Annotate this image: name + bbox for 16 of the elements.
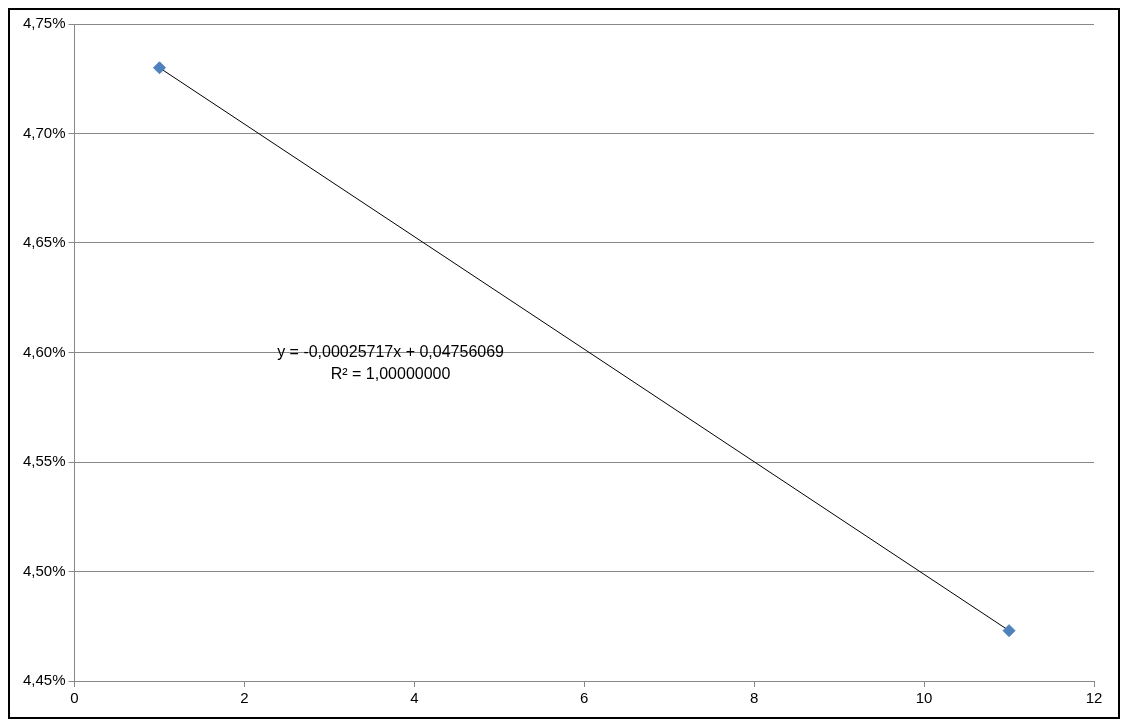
y-tick-label: 4,55%: [22, 452, 66, 470]
y-tick-label: 4,70%: [22, 123, 66, 141]
x-tick-label: 12: [1085, 689, 1103, 707]
y-tick-label: 4,75%: [22, 14, 66, 32]
x-tick-label: 4: [410, 689, 419, 707]
x-tick-label: 2: [240, 689, 249, 707]
annotation: R² = 1,00000000: [330, 364, 451, 382]
x-tick-label: 6: [580, 689, 589, 707]
x-tick-label: 8: [750, 689, 759, 707]
x-tick-label: 0: [70, 689, 79, 707]
y-tick-label: 4,65%: [22, 233, 66, 251]
y-tick-label: 4,45%: [22, 671, 66, 689]
x-tick-label: 10: [915, 689, 933, 707]
annotation: y = -0,00025717x + 0,04756069: [277, 342, 505, 360]
y-tick-label: 4,50%: [22, 561, 66, 579]
y-tick-label: 4,60%: [22, 342, 66, 360]
